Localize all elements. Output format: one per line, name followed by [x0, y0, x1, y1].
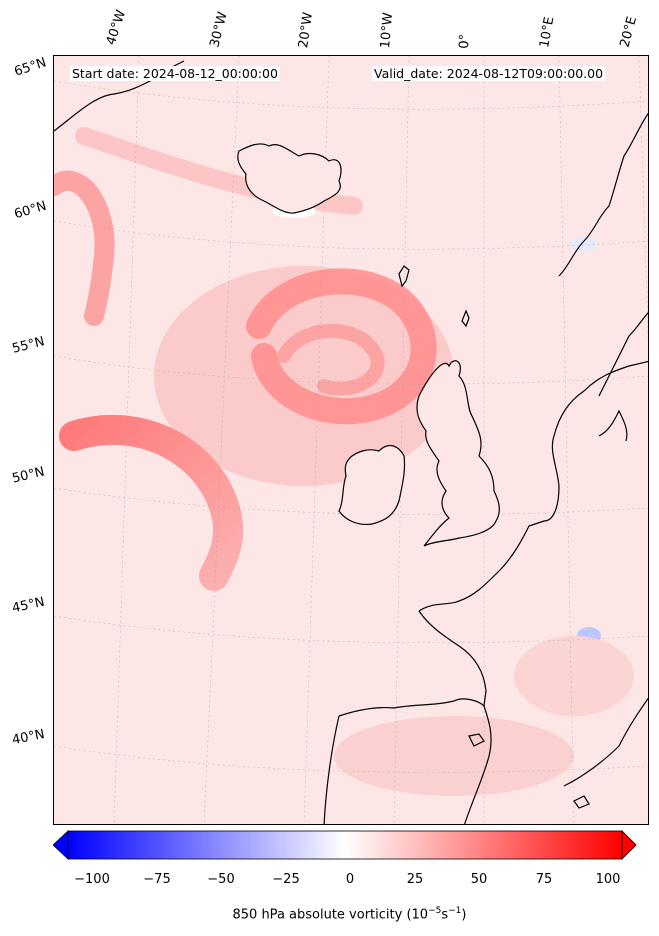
front-band-south — [59, 414, 244, 591]
lat-label-65n: 65°N — [12, 55, 49, 80]
lat-label-60n: 60°N — [12, 198, 49, 223]
colorbar-gradient — [67, 830, 623, 860]
colorbar-tick: 25 — [406, 872, 424, 887]
graticule-lat-50 — [54, 487, 648, 516]
vorticity-map — [53, 55, 649, 825]
lon-label-0: 0° — [457, 33, 473, 49]
colorbar-tick: −25 — [272, 872, 300, 887]
norway-coast — [558, 112, 648, 277]
lon-label-40w: 40°W — [103, 8, 130, 47]
colorbar-label-exp1: −5 — [428, 906, 442, 916]
lon-label-10e: 10°E — [537, 15, 558, 49]
iceland-coast — [237, 143, 342, 214]
denmark-coast — [598, 409, 628, 442]
vorticity-field — [54, 56, 648, 824]
colorbar-label-mid: s — [441, 907, 449, 923]
map-canvas — [54, 56, 648, 824]
coastlines — [54, 60, 648, 824]
graticule — [54, 56, 648, 824]
graticule-lon-30w — [203, 56, 240, 824]
colorbar-min-extend — [53, 830, 69, 860]
front-band-west — [54, 170, 115, 326]
balearic-coast — [468, 733, 485, 747]
great-britain-coast — [416, 360, 500, 547]
start-date-label: Start date: 2024-08-12_00:00:00 — [70, 66, 280, 81]
colorbar — [53, 830, 637, 860]
field-patch-iberia — [334, 716, 574, 796]
iberia-coast — [338, 698, 492, 824]
sardinia-coast — [573, 795, 590, 809]
continental-coast-north — [418, 360, 648, 612]
colorbar-label-main: 850 hPa absolute vorticity (10 — [232, 907, 429, 923]
lat-label-50n: 50°N — [10, 464, 47, 487]
graticule-lon-20w — [303, 56, 330, 824]
graticule-lat-60 — [54, 220, 648, 250]
portugal-coast — [323, 715, 340, 824]
graticule-lat-55 — [54, 355, 648, 385]
shetland-coast — [461, 309, 470, 328]
graticule-lat-40 — [54, 745, 648, 773]
graticule-lat-45 — [54, 615, 648, 644]
graticule-lon-10w — [393, 56, 410, 824]
colorbar-tick: −75 — [143, 872, 171, 887]
colorbar-max-extend — [621, 830, 637, 860]
italy-coast — [563, 697, 648, 787]
cyclone-inner-band — [277, 324, 385, 396]
colorbar-tick: 75 — [535, 872, 553, 887]
sweden-coast — [598, 312, 648, 397]
graticule-lat-65 — [54, 80, 648, 110]
lon-label-10w: 10°W — [378, 11, 397, 49]
colorbar-tick: −100 — [74, 872, 110, 887]
field-patch-cyclone-outer — [154, 266, 454, 486]
faroe-coast — [398, 265, 410, 288]
lon-label-20e: 20°E — [617, 14, 641, 50]
negative-vorticity-spot-3 — [570, 237, 598, 251]
valid-date-label: Valid_date: 2024-08-12T09:00:00.00 — [372, 66, 606, 81]
lon-label-20w: 20°W — [296, 11, 316, 49]
lat-label-55n: 55°N — [10, 334, 47, 357]
colorbar-label-end: ) — [461, 907, 467, 923]
field-patch-france — [514, 636, 634, 716]
colorbar-label: 850 hPa absolute vorticity (10−5s−1) — [0, 906, 659, 922]
colorbar-tick: 50 — [470, 872, 488, 887]
colorbar-tick: −50 — [207, 872, 235, 887]
graticule-lon-10e — [558, 56, 575, 824]
cyclone-spiral-band — [246, 268, 437, 425]
lat-label-45n: 45°N — [10, 594, 46, 617]
graticule-lon-40w — [113, 56, 140, 824]
biscay-coast — [418, 610, 487, 707]
colorbar-tick: 100 — [595, 872, 621, 887]
colorbar-tick: 0 — [345, 872, 355, 887]
colorbar-label-exp2: −1 — [448, 906, 462, 916]
lat-label-40n: 40°N — [10, 727, 46, 748]
ireland-coast — [338, 444, 406, 526]
lon-label-30w: 30°W — [207, 10, 231, 49]
